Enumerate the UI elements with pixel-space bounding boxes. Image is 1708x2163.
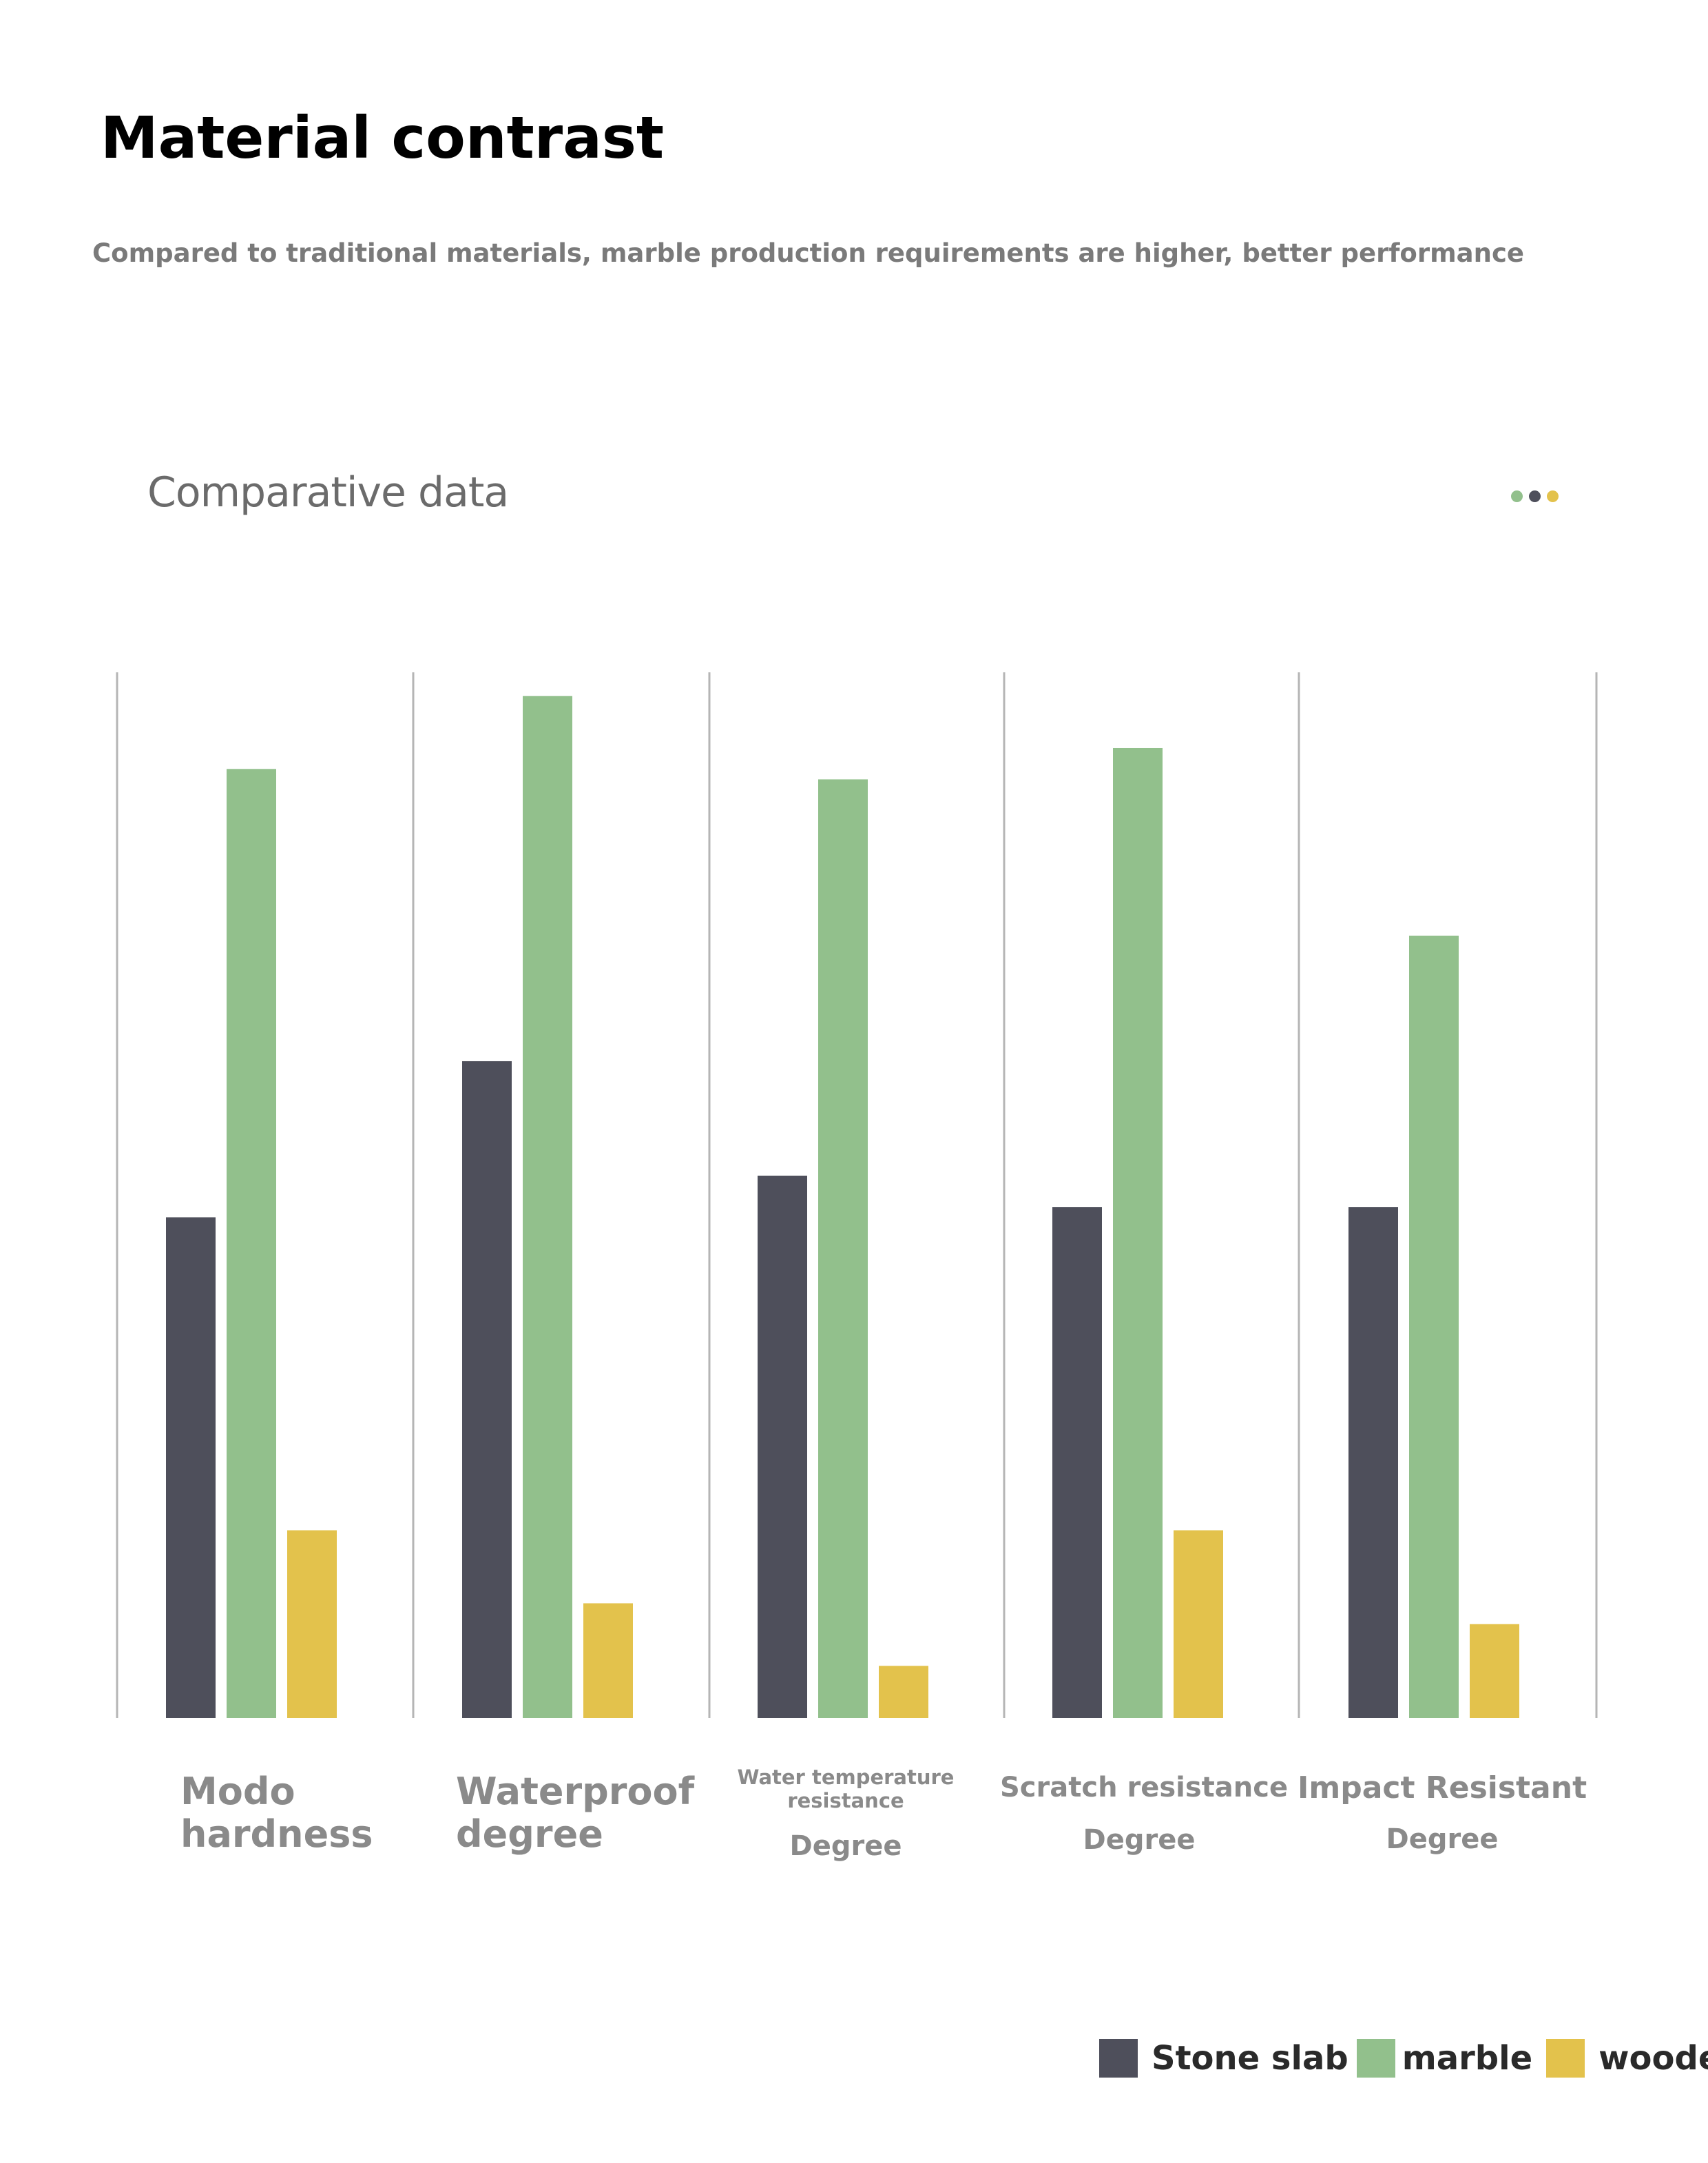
legend-item-marble: marble: [1356, 2039, 1546, 2078]
bar-wooden-3: [1174, 1530, 1223, 1718]
category-label-line1: Waterproof: [456, 1770, 695, 1813]
bar-marble-4: [1409, 935, 1459, 1718]
dot-dark-icon: [1529, 490, 1541, 502]
legend-item-stone-slab: Stone slab: [1099, 2039, 1357, 2078]
chart-legend: Stone slab marble wooden: [1099, 2039, 1708, 2078]
bar-stone-slab-1: [462, 1061, 512, 1718]
category-label-line1: Modo: [180, 1770, 295, 1813]
category-label-line2: Degree: [1083, 1824, 1196, 1856]
category-label-line2: Degree: [1386, 1823, 1499, 1855]
category-label-line1: Water temperature resistance: [737, 1766, 955, 1812]
legend-swatch-stone-slab: [1099, 2039, 1138, 2078]
category-label-scratch-resistance: Scratch resistance Degree: [1000, 1772, 1289, 1856]
legend-item-wooden: wooden: [1546, 2039, 1708, 2078]
bar-stone-slab-3: [1052, 1207, 1102, 1718]
category-label-line2: Degree: [789, 1830, 902, 1862]
bar-marble-1: [523, 696, 572, 1718]
bar-stone-slab-2: [758, 1175, 807, 1718]
legend-label: Stone slab: [1152, 2039, 1348, 2078]
bar-wooden-1: [583, 1603, 633, 1718]
bar-marble-0: [227, 769, 276, 1718]
category-label-modo-hardness: Modo hardness: [180, 1770, 373, 1856]
category-label-line2: degree: [456, 1812, 603, 1856]
category-label-line1: Impact Resistant: [1298, 1770, 1587, 1805]
legend-swatch-wooden: [1546, 2039, 1585, 2078]
bar-wooden-0: [287, 1530, 337, 1718]
category-label-impact-resistant: Impact Resistant Degree: [1298, 1770, 1587, 1855]
category-label-line1: Scratch resistance: [1000, 1772, 1289, 1803]
more-dots-icon[interactable]: [1511, 490, 1559, 502]
chart-title: Comparative data: [147, 468, 509, 517]
bar-stone-slab-0: [166, 1217, 216, 1718]
legend-swatch-marble: [1356, 2039, 1395, 2078]
category-label-waterproof: Waterproof degree: [456, 1770, 694, 1856]
dot-yellow-icon: [1547, 490, 1559, 502]
bar-wooden-4: [1470, 1624, 1519, 1718]
bar-stone-slab-4: [1348, 1207, 1398, 1718]
bar-marble-2: [818, 779, 868, 1718]
page-title: Material contrast: [101, 104, 665, 172]
bar-marble-3: [1113, 747, 1163, 1718]
legend-label: marble: [1402, 2039, 1533, 2078]
page-subtitle: Compared to traditional materials, marbl…: [92, 238, 1524, 268]
legend-label: wooden: [1598, 2039, 1708, 2078]
dot-green-icon: [1511, 490, 1523, 502]
bar-wooden-2: [879, 1666, 928, 1718]
category-label-water-temperature: Water temperature resistance Degree: [736, 1766, 956, 1862]
category-label-line2: hardness: [180, 1812, 373, 1856]
